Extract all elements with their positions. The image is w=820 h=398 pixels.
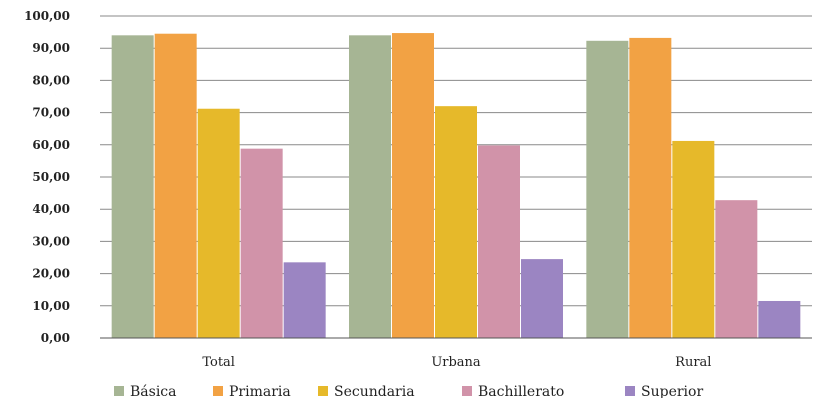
bar-urbana-primaria [392, 33, 434, 338]
bar-rural-superior [758, 300, 801, 338]
y-tick-label: 100,00 [24, 9, 70, 23]
y-tick-label: 70,00 [32, 106, 70, 120]
y-tick-label: 20,00 [32, 267, 70, 281]
y-tick-label: 30,00 [32, 234, 70, 248]
x-tick-label: Total [202, 355, 235, 370]
y-tick-label: 50,00 [32, 170, 70, 184]
y-tick-label: 40,00 [32, 202, 70, 216]
bar-urbana-bachillerato [478, 145, 520, 338]
legend-label: Bachillerato [478, 384, 564, 398]
bar-total-secundaria [197, 108, 240, 339]
x-tick-label: Rural [675, 355, 711, 370]
bar-rural-bachillerato [715, 200, 758, 338]
y-axis: 0,00 10,00 20,00 30,00 40,00 50,00 60,00 70,00 8… [24, 9, 70, 345]
bar-total-primaria [154, 33, 197, 339]
y-tick-label: 90,00 [32, 41, 70, 55]
y-tick-label: 60,00 [32, 138, 70, 152]
x-tick-label: Urbana [431, 355, 481, 370]
bar-rural-secundaria [672, 140, 715, 338]
legend-swatch [318, 386, 328, 396]
legend-swatch [625, 386, 635, 396]
bar-total-basica [111, 35, 154, 338]
x-axis: Total Urbana Rural [202, 355, 711, 370]
legend-label: Secundaria [334, 384, 415, 398]
legend: Básica Primaria Secundaria Bachillerato Supe… [114, 384, 703, 398]
legend-swatch [462, 386, 472, 396]
legend-label: Primaria [229, 384, 291, 398]
y-tick-label: 10,00 [32, 299, 70, 313]
legend-label: Básica [130, 384, 176, 398]
legend-label: Superior [641, 384, 703, 398]
bar-urbana-superior [521, 259, 563, 338]
y-tick-label: 0,00 [41, 331, 70, 345]
legend-swatch [213, 386, 223, 396]
bar-total-superior [283, 262, 326, 338]
bar-urbana-secundaria [435, 106, 477, 338]
plot-area [111, 33, 801, 339]
bar-rural-basica [586, 40, 629, 338]
bar-total-bachillerato [240, 148, 283, 338]
legend-swatch [114, 386, 124, 396]
bar-urbana-basica [349, 35, 391, 338]
bar-rural-primaria [629, 37, 672, 339]
y-tick-label: 80,00 [32, 73, 70, 87]
